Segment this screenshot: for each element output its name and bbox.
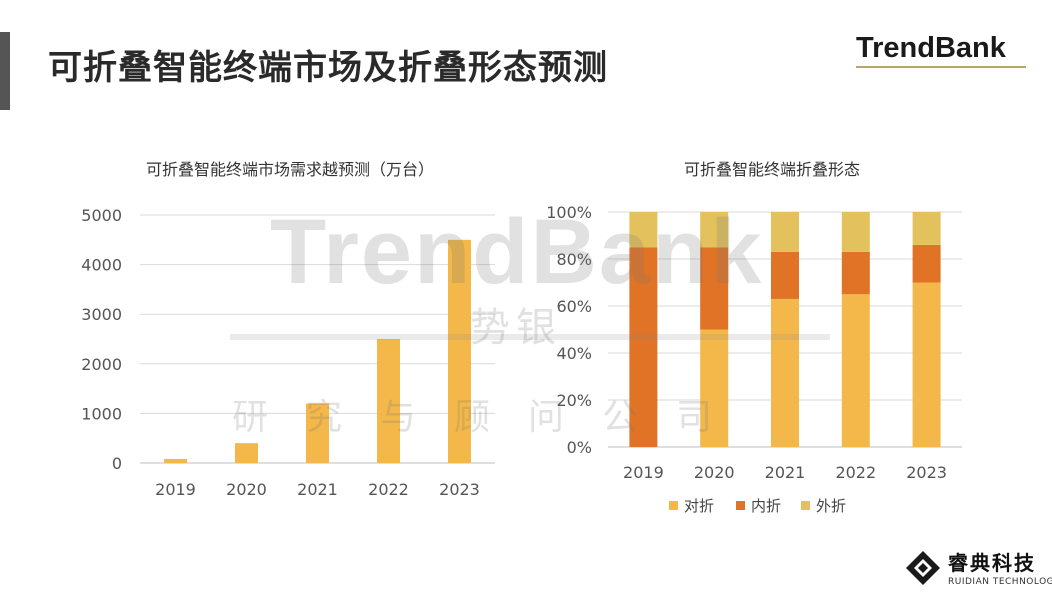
bar-segment	[771, 212, 799, 252]
y-tick-label: 3000	[81, 305, 122, 324]
bar	[306, 403, 329, 463]
bar	[377, 339, 400, 463]
bar-segment	[841, 294, 870, 447]
x-tick-label: 2019	[155, 480, 196, 499]
company-name-en: RUIDIAN TECHNOLOGY	[948, 577, 1052, 587]
bar	[448, 239, 471, 463]
market-demand-chart: 可折叠智能终端市场需求越预测（万台） 0 1000 2000 3000 4000 5000 2…	[81, 160, 495, 499]
y-tick-label: 40%	[556, 344, 592, 363]
y-tick-label: 1000	[81, 404, 122, 423]
legend-label: 外折	[816, 497, 846, 515]
y-tick-label: 100%	[546, 203, 592, 222]
y-tick-label: 0%	[567, 438, 592, 457]
title-accent-bar	[0, 32, 10, 110]
x-tick-label: 2021	[297, 480, 338, 499]
company-logo-icon	[906, 551, 940, 585]
bar-segment	[629, 247, 658, 447]
chart-title: 可折叠智能终端折叠形态	[684, 160, 860, 179]
brand-logo-text: TrendBank	[856, 32, 1006, 64]
x-tick-label: 2020	[226, 480, 267, 499]
x-tick-label: 2021	[765, 463, 806, 482]
y-tick-label: 5000	[81, 206, 122, 225]
bar-segment	[771, 251, 799, 299]
watermark-line	[230, 334, 830, 340]
y-tick-label: 0	[112, 454, 122, 473]
x-tick-label: 2023	[906, 463, 947, 482]
legend-label: 对折	[684, 497, 714, 515]
bar	[164, 459, 187, 463]
y-tick-label: 20%	[556, 391, 592, 410]
bar-segment	[912, 282, 941, 447]
x-tick-label: 2022	[835, 463, 876, 482]
bar-segment	[841, 251, 870, 295]
x-tick-label: 2019	[623, 463, 664, 482]
y-tick-label: 80%	[556, 250, 592, 269]
bar-segment	[912, 244, 941, 283]
y-tick-label: 2000	[81, 355, 122, 374]
y-tick-label: 4000	[81, 256, 122, 275]
bar	[235, 443, 258, 463]
y-tick-label: 60%	[556, 297, 592, 316]
x-tick-label: 2022	[368, 480, 409, 499]
bar-segment	[700, 329, 729, 447]
bar-segment	[700, 247, 729, 330]
legend-swatch	[736, 501, 745, 510]
fold-form-chart: 可折叠智能终端折叠形态 0% 20% 40% 60% 80% 100% 2019 2020 202…	[546, 160, 962, 515]
legend-swatch	[801, 501, 810, 510]
bar-segment	[771, 298, 799, 447]
x-tick-label: 2023	[439, 480, 480, 499]
legend-label: 内折	[751, 497, 781, 515]
x-tick-label: 2020	[694, 463, 735, 482]
bar-segment	[912, 212, 941, 245]
page-title: 可折叠智能终端市场及折叠形态预测	[48, 48, 608, 88]
bar-segment	[629, 212, 658, 248]
legend-swatch	[669, 501, 678, 510]
bar-segment	[841, 212, 870, 252]
chart-title: 可折叠智能终端市场需求越预测（万台）	[146, 160, 434, 179]
bar-segment	[700, 212, 729, 248]
company-name: 睿典科技	[948, 551, 1036, 575]
brand-underline	[856, 66, 1026, 68]
